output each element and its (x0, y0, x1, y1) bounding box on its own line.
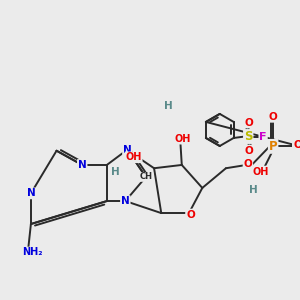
Text: N: N (26, 188, 35, 198)
Text: H: H (249, 185, 258, 195)
Text: OH: OH (253, 167, 269, 176)
Text: N: N (78, 160, 87, 170)
Text: O: O (244, 159, 252, 169)
Text: N: N (121, 196, 130, 206)
Text: O: O (293, 140, 300, 150)
Text: O: O (186, 209, 195, 220)
Text: N: N (123, 145, 132, 154)
Text: F: F (260, 131, 267, 142)
Text: CH: CH (140, 172, 153, 182)
Text: P: P (269, 140, 278, 153)
Text: H: H (111, 167, 119, 176)
Text: OH: OH (175, 134, 191, 144)
Text: NH₂: NH₂ (22, 248, 42, 257)
Text: O: O (269, 112, 278, 122)
Text: O: O (244, 118, 253, 128)
Text: S: S (244, 130, 253, 143)
Text: H: H (164, 101, 173, 111)
Text: OH: OH (125, 152, 142, 162)
Text: O: O (244, 146, 253, 155)
